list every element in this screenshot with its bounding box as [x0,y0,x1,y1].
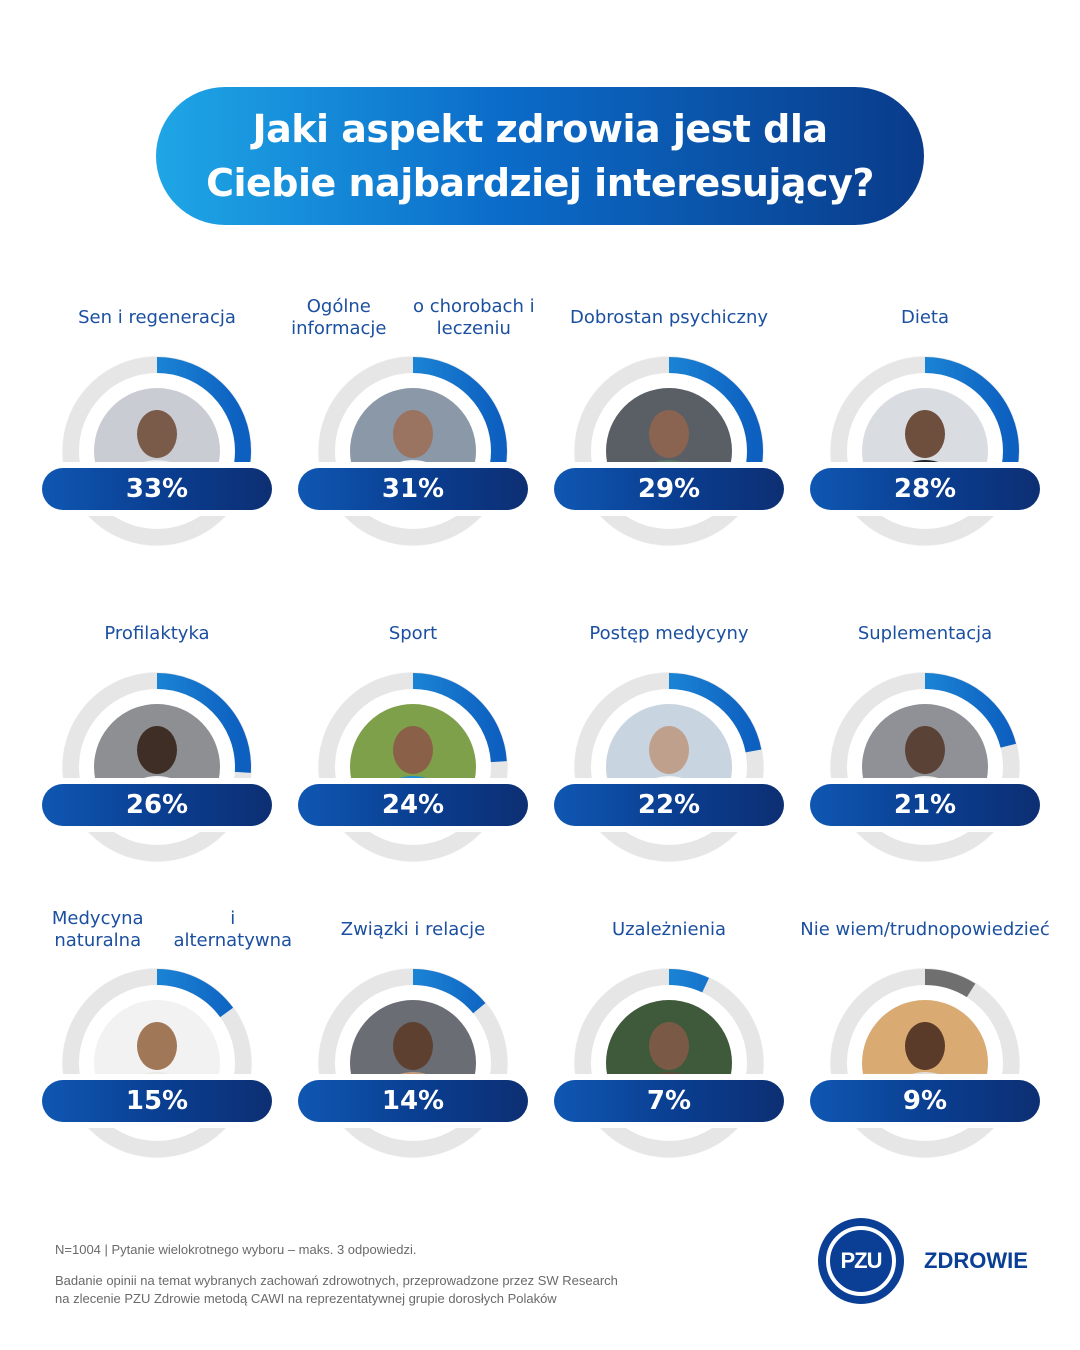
category-label: Postęp medycyny [534,604,804,664]
category-label-line: Suplementacja [857,623,993,644]
value-label: 15% [42,1080,272,1122]
category-label-line: o chorobach i leczeniu [413,296,535,339]
pzu-logo: PZU [818,1218,904,1304]
value-label: 22% [554,784,784,826]
ring-value-arc [63,673,251,861]
category-label-line: Sen i regeneracja [78,307,236,328]
progress-ring [830,672,1020,862]
brand-name: ZDROWIE [924,1248,1028,1273]
sample-note: N=1004 | Pytanie wielokrotnego wyboru – … [55,1242,417,1257]
ring-value-arc [63,357,251,545]
progress-ring [830,356,1020,546]
title-banner: Jaki aspekt zdrowia jest dla Ciebie najb… [156,87,924,225]
person-head [905,1022,945,1070]
ring-value-arc [319,357,507,545]
category-label-line: Sport [388,623,438,644]
person-head [137,1022,177,1070]
chart-item: Profilaktyka 26% [42,604,272,904]
progress-ring [574,968,764,1158]
category-label: Suplementacja [790,604,1060,664]
title-line-2: Ciebie najbardziej interesujący? [206,161,874,205]
ring-value-arc [831,969,1019,1157]
source-line-1: Badanie opinii na temat wybranych zachow… [55,1273,618,1288]
category-label: Dieta [790,288,1060,348]
category-label: Sport [278,604,548,664]
category-label: Związki i relacje [278,900,548,960]
category-label-line: powiedzieć [949,919,1050,940]
value-label: 14% [298,1080,528,1122]
person-head [905,726,945,774]
ring-value-arc [575,357,763,545]
category-label: Ogólne informacje o chorobach i leczeniu [278,288,548,348]
chart-item: Suplementacja 21% [810,604,1040,904]
value-label: 31% [298,468,528,510]
ring-value-arc [831,673,1019,861]
chart-item: Medycyna naturalna i alternatywna 15% [42,900,292,1200]
person-head [649,726,689,774]
category-label: Dobrostan psychiczny [534,288,804,348]
person-head [137,726,177,774]
progress-ring [318,968,508,1158]
category-label: Nie wiem/trudno powiedzieć [790,900,1060,960]
progress-ring [318,356,508,546]
person-head [393,410,433,458]
ring-value-arc [831,357,1019,545]
person-head [905,410,945,458]
progress-ring [574,356,764,546]
chart-item: Sen i regeneracja 33% [42,288,272,588]
chart-item: Dieta 28% [810,288,1040,588]
category-label-line: Dieta [900,307,950,328]
value-label: 24% [298,784,528,826]
chart-item: Związki i relacje 14% [298,900,528,1200]
title-line-1: Jaki aspekt zdrowia jest dla [252,107,828,151]
category-label-line: Ogólne informacje [291,296,387,339]
value-label: 33% [42,468,272,510]
ring-value-arc [319,969,507,1157]
person-head [649,1022,689,1070]
pzu-logo-mark: PZU [826,1226,896,1296]
chart-item: Nie wiem/trudno powiedzieć 9% [800,900,1050,1200]
chart-item: Dobrostan psychiczny 29% [554,288,784,588]
category-label-line: Uzależnienia [611,919,727,940]
source-note: Badanie opinii na temat wybranych zachow… [55,1272,755,1308]
category-label-line: Dobrostan psychiczny [569,307,769,328]
ring-value-arc [575,673,763,861]
chart-item: Uzależnienia 7% [554,900,784,1200]
ring-value-arc [63,969,251,1157]
category-label: Medycyna naturalna i alternatywna [22,900,292,960]
category-label: Profilaktyka [22,604,292,664]
progress-ring [62,968,252,1158]
category-label-line: Postęp medycyny [589,623,749,644]
value-label: 7% [554,1080,784,1122]
value-label: 26% [42,784,272,826]
person-head [649,410,689,458]
progress-ring [318,672,508,862]
person-head [393,726,433,774]
progress-ring [62,672,252,862]
value-label: 28% [810,468,1040,510]
chart-item: Postęp medycyny 22% [554,604,784,904]
category-label-line: Nie wiem/trudno [800,919,950,940]
value-label: 9% [810,1080,1040,1122]
progress-ring [574,672,764,862]
progress-ring [62,356,252,546]
chart-item: Ogólne informacje o chorobach i leczeniu 3… [291,288,535,588]
person-head [137,410,177,458]
source-line-2: na zlecenie PZU Zdrowie metodą CAWI na r… [55,1291,557,1306]
chart-item: Sport 24% [298,604,528,904]
category-label-line: Związki i relacje [340,919,486,940]
ring-value-arc [319,673,507,861]
category-label-line: Profilaktyka [104,623,210,644]
category-label-line: i alternatywna [173,908,293,951]
category-label: Uzależnienia [534,900,804,960]
person-head [393,1022,433,1070]
category-label: Sen i regeneracja [22,288,292,348]
progress-ring [830,968,1020,1158]
value-label: 29% [554,468,784,510]
category-label-line: Medycyna naturalna [51,908,144,951]
value-label: 21% [810,784,1040,826]
ring-value-arc [575,969,763,1157]
